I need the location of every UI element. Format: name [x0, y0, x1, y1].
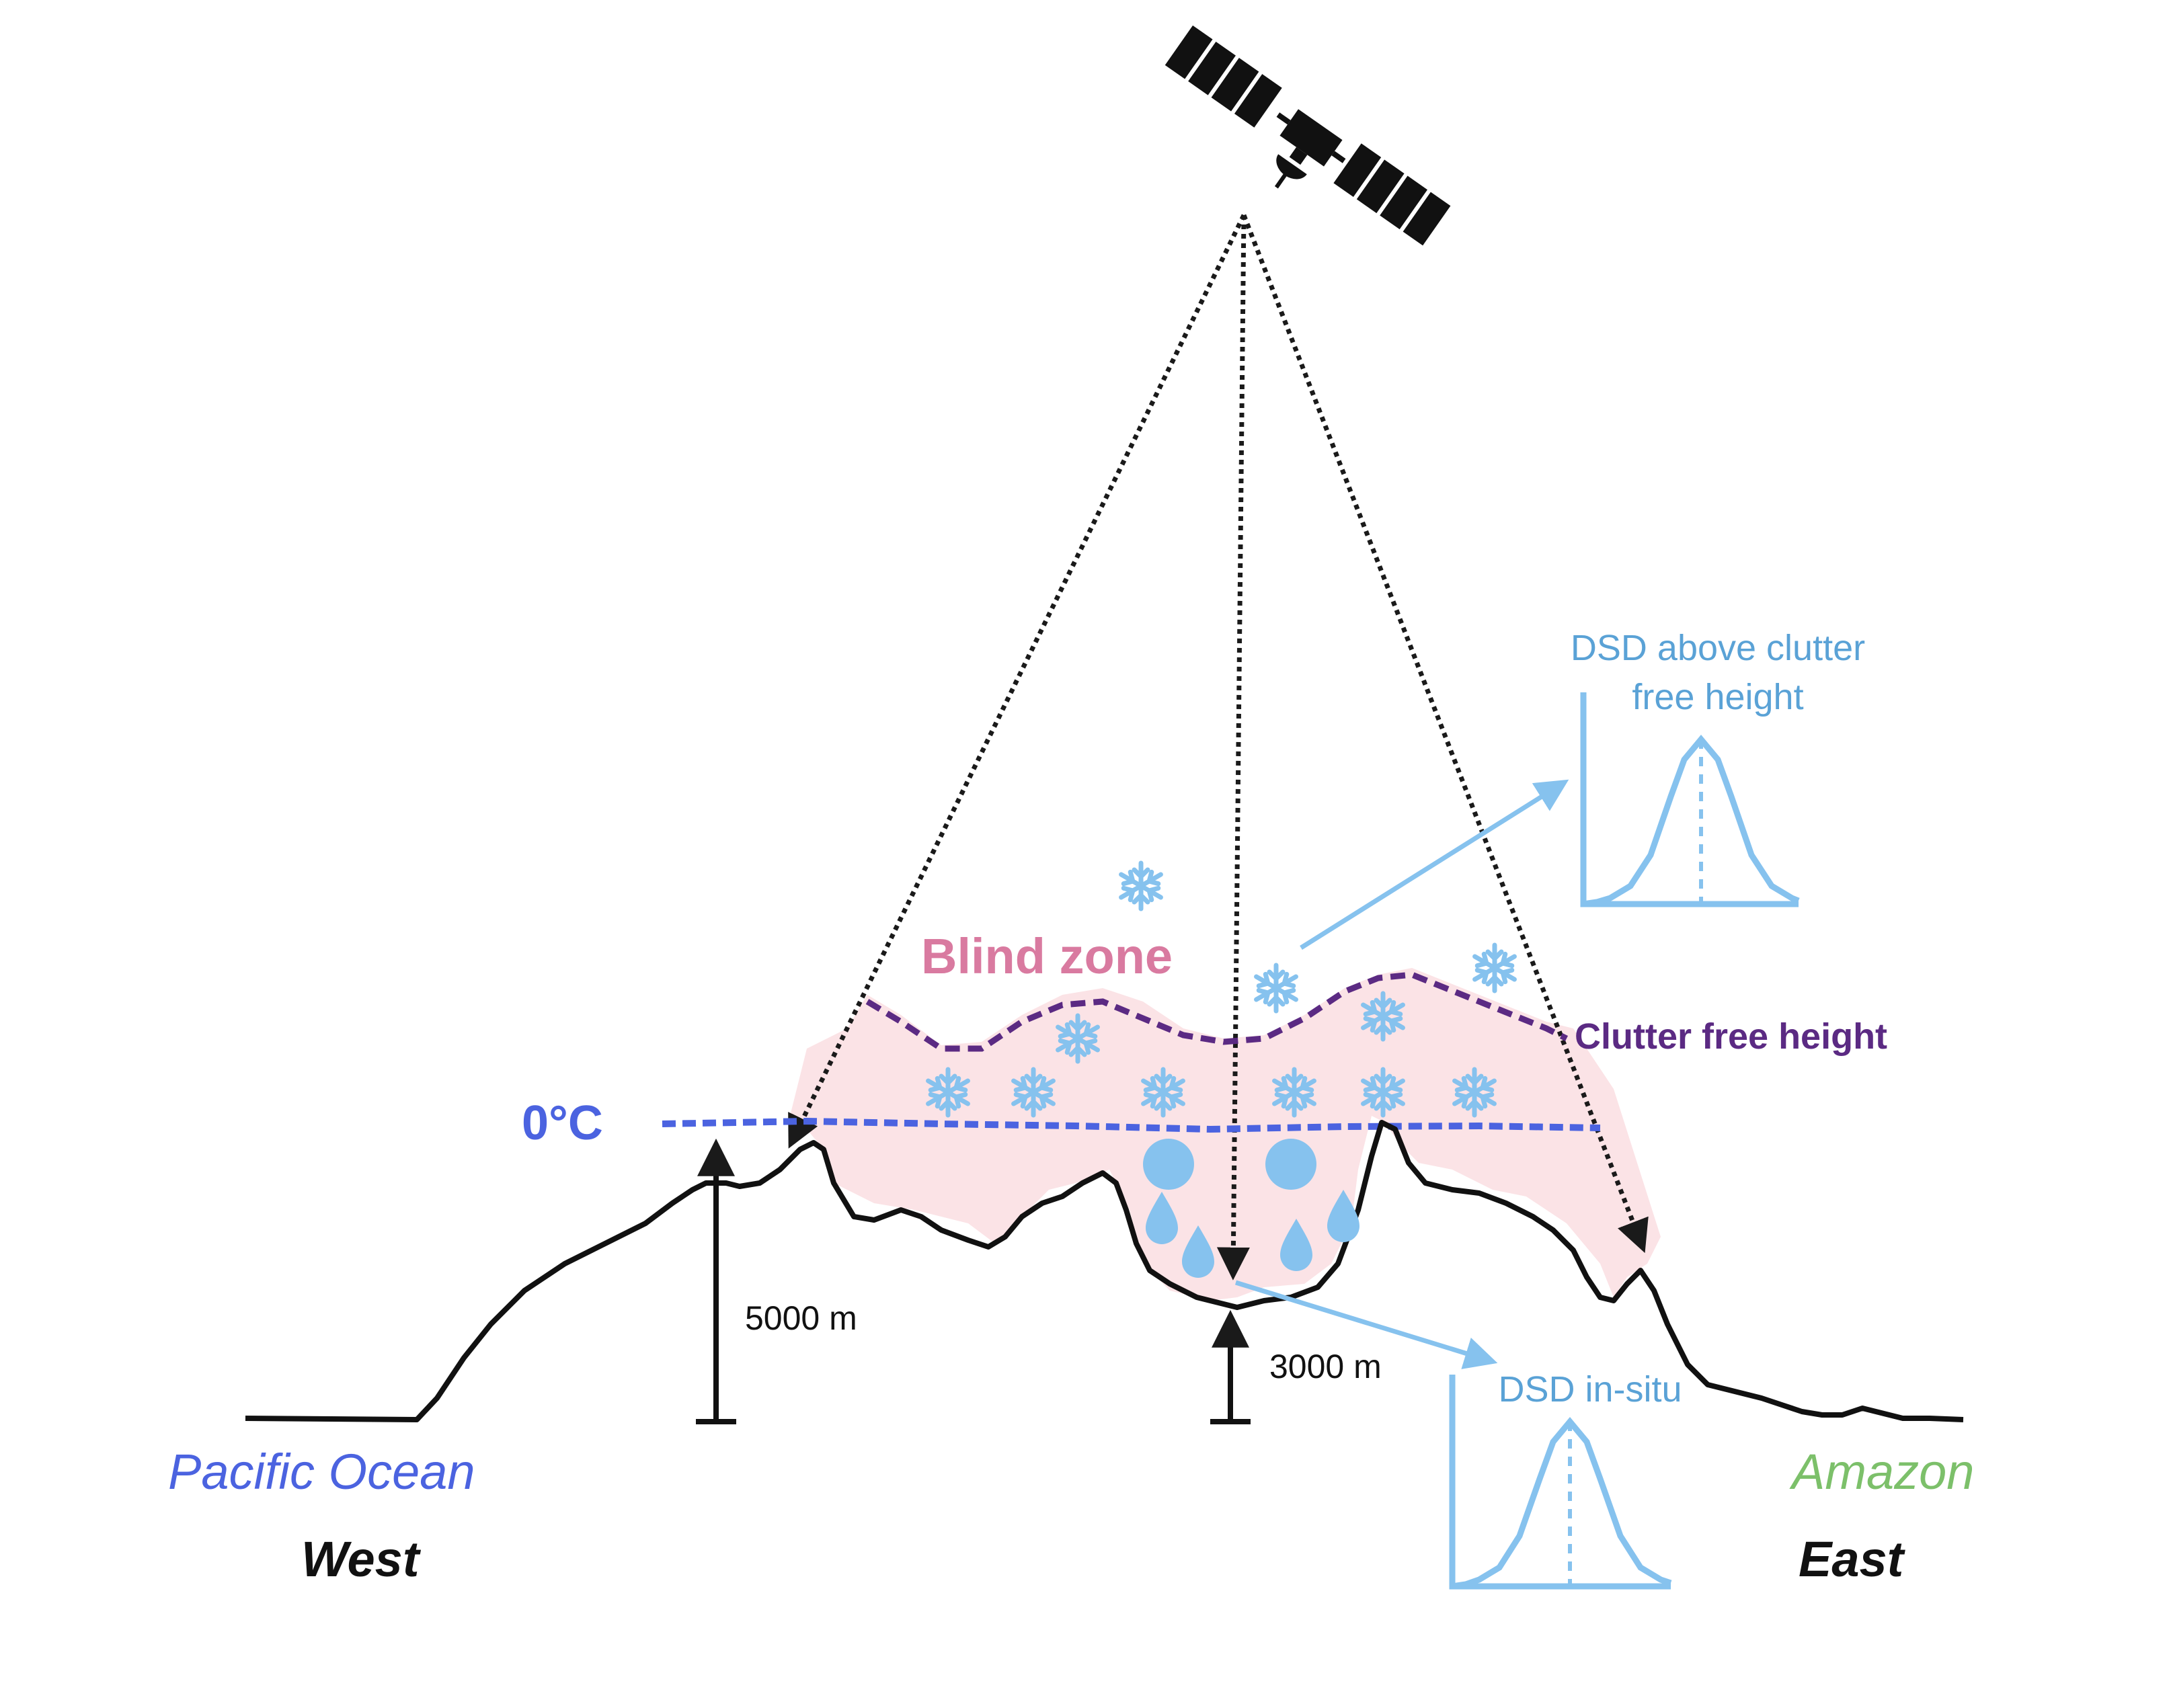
- dsd-insitu-arrow: [1234, 1280, 1498, 1369]
- terrain-profile: [245, 1120, 1964, 1422]
- dsd-above-arrow: [1300, 779, 1569, 950]
- pacific-ocean-label: Pacific Ocean: [168, 1444, 475, 1500]
- snowflake-icon: [1475, 945, 1515, 991]
- height-5000-label: 5000 m: [745, 1299, 857, 1337]
- amazon-label: Amazon: [1789, 1444, 1974, 1500]
- snowflake-icon: [1257, 965, 1296, 1011]
- satellite-icon: [1165, 25, 1451, 246]
- freezing-level-line: [662, 1117, 1601, 1133]
- dsd-insitu-label: DSD in-situ: [1498, 1369, 1682, 1410]
- west-label: West: [301, 1531, 422, 1587]
- freezing-level-label: 0°C: [522, 1096, 603, 1150]
- dsd-above-label-line2: free height: [1632, 677, 1803, 717]
- blind-zone-area: [790, 968, 1661, 1301]
- snowflake-icon: [1121, 863, 1161, 909]
- east-label: East: [1799, 1531, 1906, 1587]
- dsd-insitu-panel: [1449, 1375, 1672, 1590]
- dsd-above-label-line1: DSD above clutter: [1571, 628, 1865, 668]
- height-arrow-3000: [1210, 1309, 1251, 1424]
- clutter-free-height-label: Clutter free height: [1575, 1016, 1887, 1057]
- raindrop-icon: [1265, 1139, 1316, 1190]
- blind-zone-label: Blind zone: [921, 928, 1173, 984]
- height-3000-label: 3000 m: [1269, 1348, 1382, 1385]
- raindrop-icon: [1143, 1139, 1194, 1190]
- beam-left: [788, 214, 1247, 1149]
- height-arrow-5000: [696, 1138, 736, 1424]
- beam-nadir: [1216, 214, 1250, 1280]
- dsd-above-panel: [1580, 692, 1800, 907]
